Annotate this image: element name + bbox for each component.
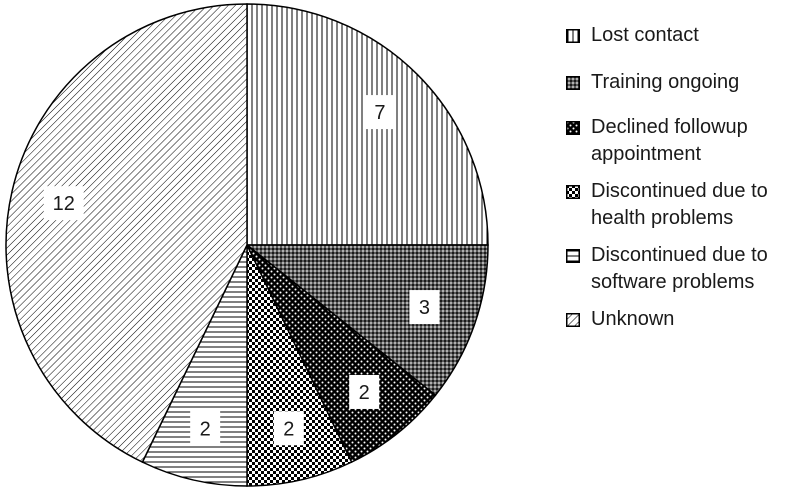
legend-label: Discontinued due to software problems: [591, 244, 768, 293]
legend-swatch-discontinued-due-to-health-problems: [566, 185, 580, 199]
legend-label: Discontinued due to health problems: [591, 180, 768, 229]
legend-item-lost-contact: Lost contact: [566, 22, 796, 49]
legend-item-discontinued-due-to-health-problems: Discontinued due to health problems: [566, 178, 796, 232]
legend-label: Training ongoing: [591, 71, 740, 93]
legend-swatch-unknown: [566, 313, 580, 327]
data-label-declined-followup-appointment: 2: [349, 374, 380, 409]
data-label-lost-contact: 7: [364, 95, 395, 130]
data-label-training-ongoing: 3: [409, 290, 440, 325]
svg-text:12: 12: [53, 193, 75, 215]
legend-label: Unknown: [591, 308, 675, 330]
pie-slice-unknown: [5, 3, 248, 464]
legend-swatch-discontinued-due-to-software-problems: [566, 249, 580, 263]
pie-slice-discontinued-due-to-health-problems: [246, 244, 353, 487]
svg-text:2: 2: [200, 418, 211, 440]
data-label-discontinued-due-to-health-problems: 2: [273, 411, 304, 446]
pie-slice-training-ongoing: [244, 244, 489, 397]
legend-swatch-training-ongoing: [566, 76, 580, 90]
legend-item-unknown: Unknown: [566, 306, 796, 333]
svg-text:3: 3: [419, 297, 430, 319]
legend-item-declined-followup-appointment: Declined followup appointment: [566, 114, 796, 168]
pie-slice-discontinued-due-to-software-problems: [141, 244, 248, 487]
data-label-unknown: 12: [43, 186, 84, 221]
legend-swatch-lost-contact: [566, 29, 580, 43]
svg-text:7: 7: [374, 102, 385, 124]
pie-slice-declined-followup-appointment: [246, 244, 437, 464]
svg-text:2: 2: [283, 418, 294, 440]
legend-swatch-declined-followup-appointment: [566, 121, 580, 135]
legend-item-training-ongoing: Training ongoing: [566, 69, 796, 96]
legend-label: Declined followup appointment: [591, 116, 748, 165]
legend-label: Lost contact: [591, 24, 699, 46]
legend-item-discontinued-due-to-software-problems: Discontinued due to software problems: [566, 242, 796, 296]
data-label-discontinued-due-to-software-problems: 2: [190, 411, 221, 446]
svg-text:2: 2: [359, 382, 370, 404]
chart-legend: Lost contact Training ongoing Declined fol…: [566, 22, 796, 333]
